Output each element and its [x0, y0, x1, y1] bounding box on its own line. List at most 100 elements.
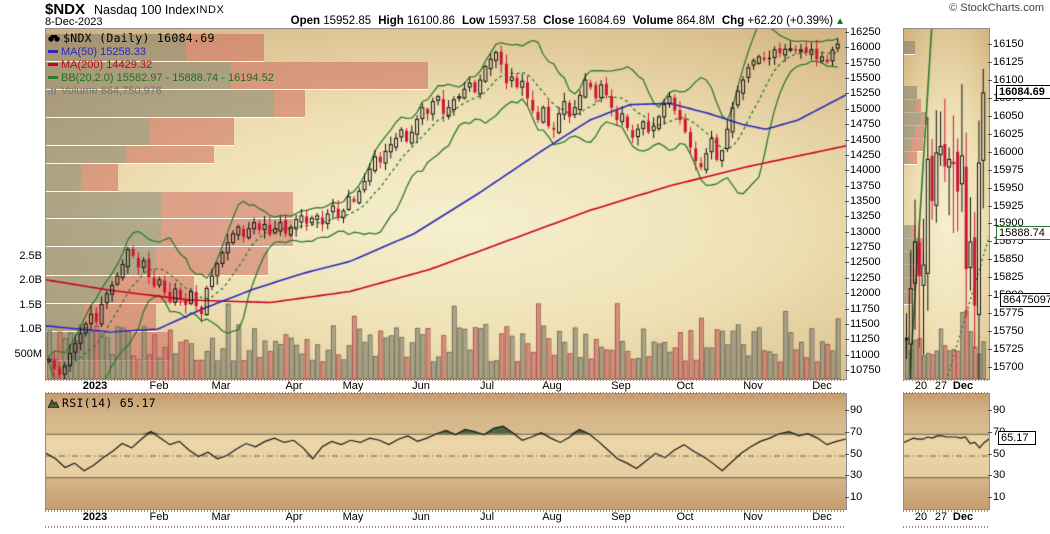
month-label: Sep: [611, 511, 631, 523]
price-axis-label: 14250: [845, 149, 881, 161]
legend-volume: Volume 864,750,976: [48, 85, 162, 98]
rsi-axis-label: 30: [845, 469, 862, 481]
volume-axis-label: 2.0B: [19, 274, 42, 287]
zoom-price-axis-label: 16150: [988, 38, 1024, 50]
month-label: Nov: [743, 511, 763, 523]
quote-bar: Open 15952.85 High 16100.86 Low 15937.58 Cl…: [0, 15, 845, 27]
month-label: 2023: [82, 511, 108, 523]
price-axis-label: 13000: [845, 226, 881, 238]
month-label: May: [342, 511, 364, 523]
zoom-price-axis-label: 15700: [988, 361, 1024, 373]
legend-ma200: MA(200) 14429.32: [48, 59, 152, 71]
price-axis-label: 10750: [845, 364, 881, 376]
month-label: Oct: [676, 511, 694, 523]
price-axis-label: 11250: [845, 333, 880, 345]
volume-axis-label: 2.5B: [19, 250, 42, 262]
symbol-name: Nasdaq 100 Index: [94, 3, 196, 17]
price-axis-label: 13250: [845, 210, 881, 222]
price-axis-label: 14750: [845, 118, 881, 130]
price-axis-label: 11750: [845, 303, 880, 315]
tick-dots: [45, 526, 845, 528]
tick-dots: [903, 526, 988, 528]
month-label: Aug: [542, 511, 562, 523]
month-label: 2023: [82, 380, 108, 392]
last-price-badge: 16084.69: [996, 85, 1050, 99]
price-axis-label: 13750: [845, 180, 881, 192]
main-price-plot: $NDX (Daily) 16084.69 MA(50) 15258.33 MA…: [45, 28, 847, 380]
tick-dots: [903, 391, 988, 394]
month-label: Mar: [211, 380, 231, 392]
quote-label: Close: [543, 15, 575, 27]
zoom-price-axis-label: 15925: [988, 200, 1024, 212]
month-label: Oct: [676, 380, 694, 392]
volume-bars-icon: [48, 86, 58, 98]
quote-label: Volume: [632, 15, 674, 27]
price-axis-label: 12250: [845, 272, 881, 284]
ma200-swatch-icon: [48, 62, 58, 66]
zoom-date-label: Dec: [952, 380, 974, 392]
zoom-date-label: 20: [914, 380, 928, 392]
zoom-price-axis-label: 15725: [988, 343, 1024, 355]
quote-value: 16100.86: [403, 15, 455, 27]
month-label: Aug: [542, 380, 562, 392]
tick-dots: [903, 378, 988, 381]
month-label: Jul: [479, 380, 495, 392]
zoom-price-axis-label: 16000: [988, 146, 1024, 158]
chg-up-icon: ▲: [835, 16, 845, 27]
zoom-date-label: 20: [914, 511, 928, 523]
price-axis-label: 14000: [845, 164, 881, 176]
price-axis-label: 13500: [845, 195, 881, 207]
quote-value: 864.8M: [673, 15, 715, 27]
zoom-price-axis-label: 16125: [988, 56, 1024, 68]
price-axis-label: 16000: [845, 41, 881, 53]
price-axis-label: 15750: [845, 57, 881, 69]
tick-dots: [903, 509, 988, 512]
zoom-date-label: 27: [934, 380, 948, 392]
volume-axis-label: 1.5B: [19, 298, 42, 311]
zoom-price-axis-label: 15975: [988, 164, 1024, 176]
tick-dots: [45, 391, 845, 394]
zoom-price-axis-label: 15825: [988, 271, 1024, 283]
price-axis-label: 15250: [845, 87, 881, 99]
mountain-icon: [47, 397, 60, 411]
month-label: Dec: [812, 380, 832, 392]
copyright: © StockCharts.com: [949, 2, 1044, 14]
rsi-zoom-canvas: [904, 394, 989, 509]
tick-dots: [45, 378, 845, 381]
zoom-price-axis-label: 15950: [988, 182, 1024, 194]
symbol-title: $NDX: [45, 1, 86, 18]
legend-symbol: $NDX (Daily) 16084.69: [48, 31, 215, 46]
month-label: Sep: [611, 380, 631, 392]
chart-date: 8-Dec-2023: [45, 16, 103, 28]
quote-label: Open: [290, 15, 321, 27]
quote-label: Chg: [721, 15, 745, 27]
rsi-axis-label: 90: [988, 404, 1005, 416]
zoom-chart-canvas: [904, 29, 989, 379]
rsi-axis-label: 10: [845, 491, 862, 503]
price-axis-label: 11000: [845, 349, 880, 361]
quote-value: 15937.58: [484, 15, 537, 27]
price-axis-label: 15000: [845, 103, 881, 115]
volume-axis-label: 500M: [14, 347, 42, 360]
zoom-price-axis-label: 15850: [988, 253, 1024, 265]
rsi-badge: 65.17: [998, 431, 1036, 445]
month-axis-row: 2023 Feb Mar Apr May Jun Jul Aug Sep Oct Nov Dec: [45, 511, 845, 524]
bb-swatch-icon: [48, 75, 58, 79]
quote-label: Low: [461, 15, 485, 27]
month-label: Nov: [743, 380, 763, 392]
symbol-exchange: INDX: [196, 4, 225, 16]
rsi-axis-label: 50: [845, 448, 862, 460]
rsi-axis-label: 50: [988, 448, 1005, 460]
quote-value: +62.20 (+0.39%): [744, 15, 834, 27]
rsi-axis-label: 10: [988, 491, 1005, 503]
rsi-canvas: [46, 394, 846, 509]
price-axis-label: 12000: [845, 287, 881, 299]
month-label: Jun: [412, 380, 430, 392]
zoom-date-axis-row: 20 27 Dec: [903, 511, 988, 524]
inspector-icon: [48, 32, 60, 46]
month-label: Jul: [479, 511, 495, 523]
price-axis-label: 16250: [845, 26, 881, 38]
tick-dots: [45, 509, 845, 512]
zoom-date-label: 27: [934, 511, 948, 523]
